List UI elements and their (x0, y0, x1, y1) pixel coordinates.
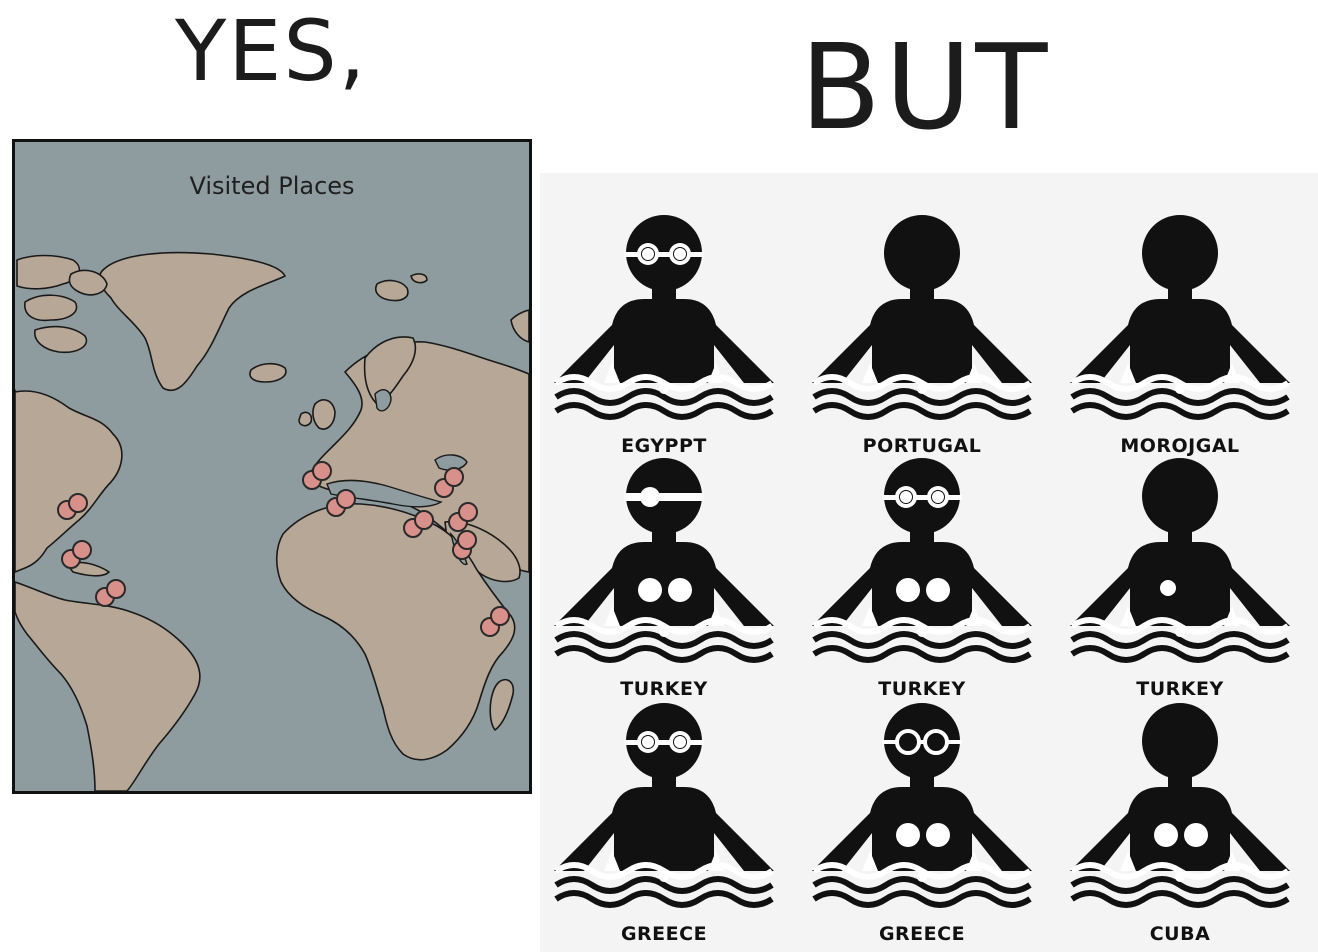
swimmer-cell: EGYPPT (554, 213, 794, 457)
goggles-icon (624, 487, 704, 507)
land-south-america (15, 581, 201, 791)
map-pin-icon (312, 461, 332, 481)
land-arctic-isle-4 (68, 269, 108, 296)
land-britain (312, 399, 336, 430)
world-map-graphic (15, 251, 529, 791)
land-madagascar (489, 678, 515, 731)
land-east-asia (510, 309, 529, 343)
land-arctic-isle-2 (24, 294, 78, 322)
goggles-icon (882, 729, 962, 755)
map-title: Visited Places (189, 172, 355, 200)
swimmer-icon (1070, 458, 1290, 663)
country-label: TURKEY (620, 678, 708, 700)
land-iceland (249, 362, 287, 383)
map-pin-icon (444, 467, 464, 487)
land-ireland (298, 411, 313, 427)
country-label: EGYPPT (621, 435, 707, 457)
map-pin-icon (414, 510, 434, 530)
bubble-icon (926, 823, 950, 847)
water-baltic (374, 389, 392, 412)
swimmer-cell: TURKEY (1070, 456, 1310, 700)
country-label: GREECE (878, 923, 966, 945)
swimmer-icon (812, 458, 1032, 663)
map-pin-icon (106, 579, 126, 599)
but-heading: BUT (800, 18, 1052, 156)
visited-places-map: Visited Places (12, 139, 532, 794)
land-arctic-isle-3 (34, 325, 88, 354)
swimmer-icon (1070, 215, 1290, 420)
bubble-icon (896, 578, 920, 602)
bubble-icon (926, 578, 950, 602)
swimmer-icon (812, 215, 1032, 420)
goggles-icon (624, 243, 704, 265)
land-africa (275, 503, 516, 761)
country-label: GREECE (620, 923, 708, 945)
map-pin-icon (336, 489, 356, 509)
swimmer-cell: GREECE (812, 701, 1052, 945)
land-north-america (15, 389, 123, 573)
country-label: MOROJGAL (1120, 435, 1240, 457)
goggles-icon (882, 486, 962, 508)
map-pin-icon (458, 502, 478, 522)
bubble-icon (638, 578, 662, 602)
swimmer-cell: CUBA (1070, 701, 1310, 945)
map-pin-icon (68, 493, 88, 513)
map-pin-icon (457, 530, 477, 550)
swimmer-cell: TURKEY (812, 456, 1052, 700)
swimmer-icon (554, 215, 774, 420)
bubble-icon (1184, 823, 1208, 847)
country-label: CUBA (1149, 923, 1211, 945)
bubble-icon (896, 823, 920, 847)
swimmer-icon (812, 703, 1032, 908)
swimmer-cell: PORTUGAL (812, 213, 1052, 457)
land-svalbard (374, 279, 409, 302)
bubble-icon (668, 578, 692, 602)
swimmer-icon (1070, 703, 1290, 908)
swimmer-cell: TURKEY (554, 456, 794, 700)
swimmer-icon (554, 458, 774, 663)
visited-pins (57, 461, 510, 637)
map-pin-icon (72, 540, 92, 560)
water-mediterranean (326, 479, 443, 508)
bubble-icon (1160, 580, 1176, 596)
land-scandinavia (363, 336, 417, 405)
land-greenland (98, 251, 286, 391)
swimmer-grid: EGYPPT PORTUGAL MOROJGAL TURKEY TURKEY TURKEY… (540, 173, 1318, 952)
yes-heading: YES, (175, 2, 368, 100)
map-pin-icon (490, 606, 510, 626)
swimmer-cell: GREECE (554, 701, 794, 945)
water-black-sea (434, 454, 468, 471)
country-label: TURKEY (1136, 678, 1224, 700)
country-label: TURKEY (878, 678, 966, 700)
bubble-icon (1154, 823, 1178, 847)
swimmer-icon (554, 703, 774, 908)
swimmer-cell: MOROJGAL (1070, 213, 1310, 457)
country-label: PORTUGAL (862, 435, 982, 457)
goggles-icon (624, 731, 704, 753)
land-svalbard-2 (410, 273, 428, 284)
